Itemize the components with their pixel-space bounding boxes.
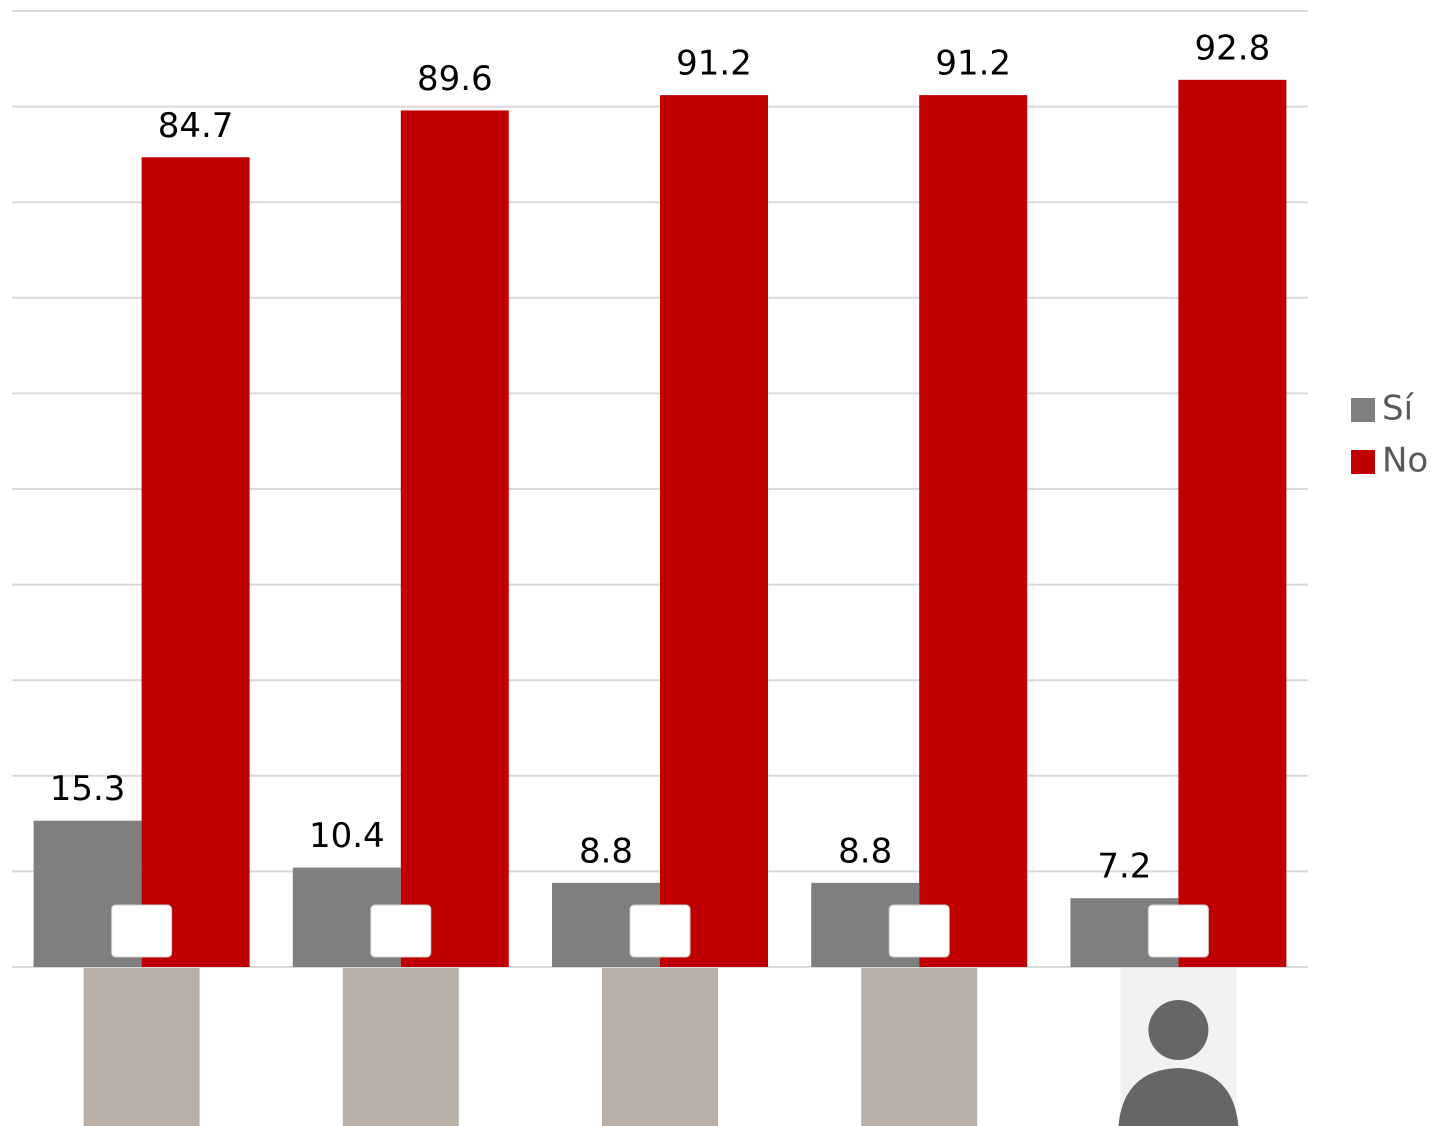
party-logo: [1147, 904, 1209, 958]
candidate-photo: [342, 968, 459, 1126]
legend-swatch: [1351, 398, 1375, 422]
bar: [1178, 79, 1287, 967]
legend-label: No: [1382, 441, 1428, 481]
legend-label: Sí: [1382, 389, 1415, 429]
candidate-photo: [861, 968, 978, 1126]
silhouette-body: [1118, 1068, 1239, 1126]
data-label: 8.8: [838, 831, 892, 871]
bar: [141, 157, 250, 967]
data-label: 91.2: [676, 44, 752, 84]
bar: [400, 110, 509, 967]
data-label: 84.7: [158, 106, 234, 146]
silhouette-head: [1148, 1000, 1209, 1060]
data-label: 15.3: [50, 769, 126, 809]
data-label: 8.8: [579, 831, 633, 871]
party-logo: [370, 904, 432, 958]
data-label: 91.2: [935, 44, 1011, 84]
party-logo: [888, 904, 950, 958]
party-logo: [111, 904, 173, 958]
data-label: 10.4: [309, 816, 385, 856]
candidate-photo: [83, 968, 200, 1126]
party-logo: [629, 904, 691, 958]
legend-swatch: [1351, 450, 1375, 474]
bar: [660, 95, 768, 968]
data-label: 7.2: [1097, 847, 1151, 887]
data-label: 92.8: [1195, 28, 1271, 68]
candidate-photo: [602, 968, 718, 1126]
bar: [919, 95, 1028, 968]
data-label: 89.6: [417, 59, 493, 99]
